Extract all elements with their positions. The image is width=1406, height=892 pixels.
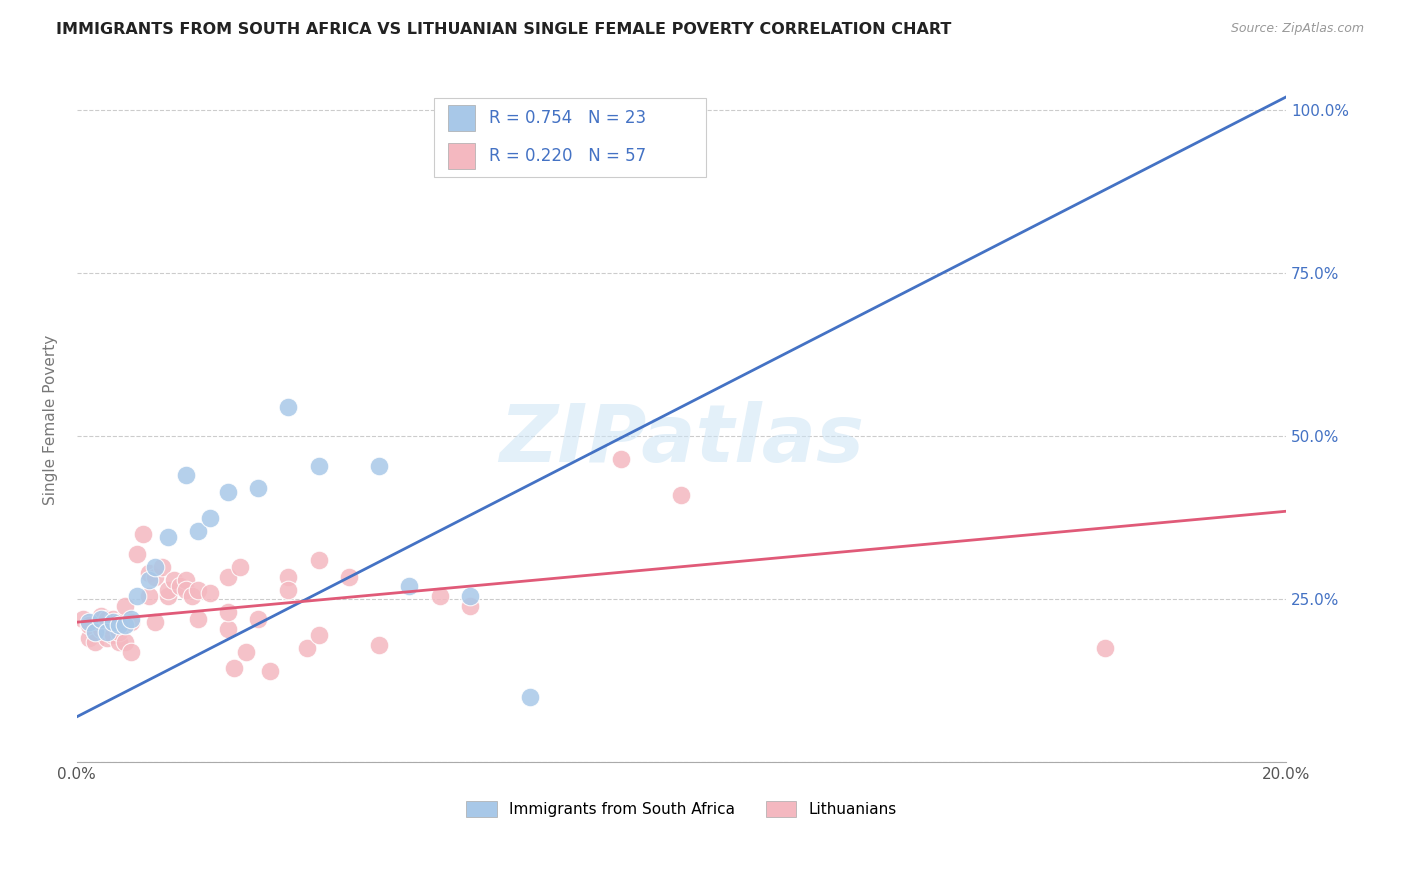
Point bbox=[519, 690, 541, 705]
Point bbox=[145, 559, 167, 574]
Point bbox=[247, 482, 270, 496]
Point bbox=[610, 452, 633, 467]
Point bbox=[127, 589, 149, 603]
Point bbox=[187, 582, 209, 597]
Point bbox=[96, 618, 118, 632]
Point bbox=[127, 547, 149, 561]
Point bbox=[90, 615, 112, 630]
Text: ZIPatlas: ZIPatlas bbox=[499, 401, 863, 480]
Y-axis label: Single Female Poverty: Single Female Poverty bbox=[44, 334, 58, 505]
Point bbox=[114, 634, 136, 648]
Point bbox=[96, 632, 118, 646]
Point bbox=[108, 624, 131, 639]
Point bbox=[174, 582, 197, 597]
Point bbox=[114, 618, 136, 632]
FancyBboxPatch shape bbox=[433, 98, 706, 177]
Point bbox=[156, 530, 179, 544]
Point bbox=[174, 468, 197, 483]
Point bbox=[108, 615, 131, 630]
Point bbox=[187, 612, 209, 626]
Point bbox=[235, 644, 257, 658]
Point bbox=[217, 622, 239, 636]
Point bbox=[120, 615, 142, 630]
Point bbox=[120, 644, 142, 658]
Point bbox=[337, 569, 360, 583]
Point bbox=[169, 579, 191, 593]
Point bbox=[101, 615, 124, 630]
Point bbox=[180, 589, 202, 603]
Point bbox=[138, 573, 160, 587]
Point bbox=[308, 628, 330, 642]
Point bbox=[295, 641, 318, 656]
Point bbox=[72, 612, 94, 626]
Point bbox=[156, 582, 179, 597]
Point bbox=[458, 599, 481, 613]
Point bbox=[1094, 641, 1116, 656]
Point bbox=[90, 612, 112, 626]
Point bbox=[398, 579, 420, 593]
Point bbox=[174, 573, 197, 587]
Legend: Immigrants from South Africa, Lithuanians: Immigrants from South Africa, Lithuanian… bbox=[460, 795, 903, 823]
Point bbox=[101, 628, 124, 642]
Point bbox=[84, 624, 107, 639]
Text: R = 0.220   N = 57: R = 0.220 N = 57 bbox=[489, 146, 647, 164]
Point bbox=[308, 458, 330, 473]
Point bbox=[120, 612, 142, 626]
Text: R = 0.754   N = 23: R = 0.754 N = 23 bbox=[489, 109, 647, 127]
Point bbox=[77, 618, 100, 632]
Text: Source: ZipAtlas.com: Source: ZipAtlas.com bbox=[1230, 22, 1364, 36]
Point bbox=[84, 624, 107, 639]
Point bbox=[222, 661, 245, 675]
Point bbox=[90, 622, 112, 636]
Point bbox=[259, 664, 281, 678]
Point bbox=[145, 569, 167, 583]
Point bbox=[187, 524, 209, 538]
Point bbox=[138, 566, 160, 581]
Point bbox=[162, 573, 184, 587]
Point bbox=[198, 586, 221, 600]
Text: IMMIGRANTS FROM SOUTH AFRICA VS LITHUANIAN SINGLE FEMALE POVERTY CORRELATION CHA: IMMIGRANTS FROM SOUTH AFRICA VS LITHUANI… bbox=[56, 22, 952, 37]
Point bbox=[217, 569, 239, 583]
FancyBboxPatch shape bbox=[449, 105, 475, 131]
Point bbox=[671, 488, 693, 502]
Point bbox=[138, 589, 160, 603]
Point bbox=[90, 608, 112, 623]
Point bbox=[84, 634, 107, 648]
Point bbox=[308, 553, 330, 567]
Point bbox=[429, 589, 451, 603]
Point bbox=[108, 634, 131, 648]
Point bbox=[101, 612, 124, 626]
Point bbox=[145, 615, 167, 630]
Point bbox=[96, 612, 118, 626]
Point bbox=[77, 615, 100, 630]
Point bbox=[368, 458, 391, 473]
Point bbox=[229, 559, 252, 574]
Point bbox=[217, 606, 239, 620]
Point bbox=[96, 624, 118, 639]
Point bbox=[77, 632, 100, 646]
Point bbox=[156, 589, 179, 603]
Point bbox=[217, 484, 239, 499]
Point bbox=[277, 582, 299, 597]
Point bbox=[150, 559, 173, 574]
Point bbox=[198, 510, 221, 524]
Point bbox=[277, 569, 299, 583]
FancyBboxPatch shape bbox=[449, 143, 475, 169]
Point bbox=[114, 599, 136, 613]
Point bbox=[132, 527, 155, 541]
Point bbox=[247, 612, 270, 626]
Point bbox=[108, 618, 131, 632]
Point bbox=[368, 638, 391, 652]
Point bbox=[458, 589, 481, 603]
Point bbox=[277, 400, 299, 414]
